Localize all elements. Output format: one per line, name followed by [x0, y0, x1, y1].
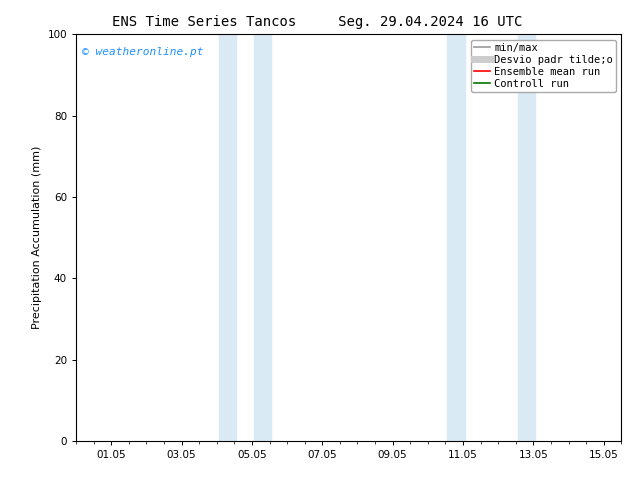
Text: ENS Time Series Tancos     Seg. 29.04.2024 16 UTC: ENS Time Series Tancos Seg. 29.04.2024 1…: [112, 15, 522, 29]
Bar: [219, 34, 236, 441]
Text: © weatheronline.pt: © weatheronline.pt: [82, 47, 203, 56]
Bar: [517, 34, 535, 441]
Y-axis label: Precipitation Accumulation (mm): Precipitation Accumulation (mm): [32, 146, 42, 329]
Legend: min/max, Desvio padr tilde;o, Ensemble mean run, Controll run: min/max, Desvio padr tilde;o, Ensemble m…: [471, 40, 616, 92]
Bar: [447, 34, 465, 441]
Bar: [254, 34, 271, 441]
